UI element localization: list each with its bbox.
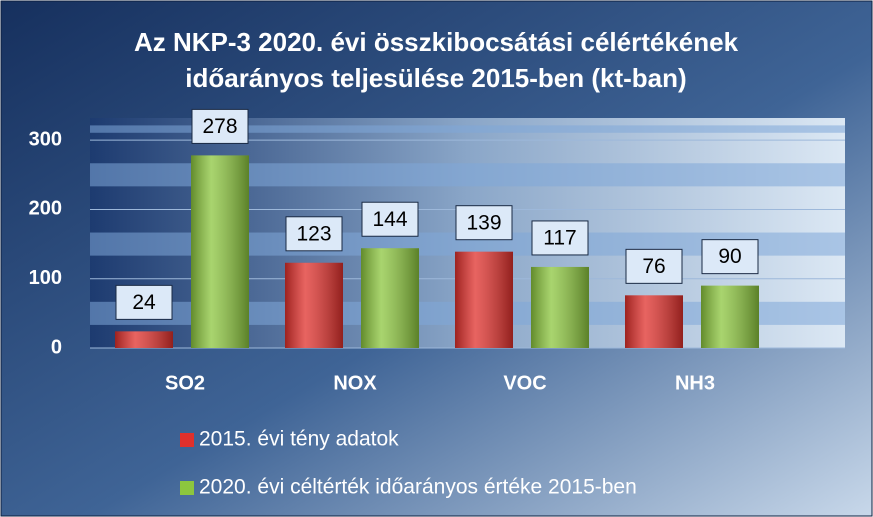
x-tick-label: NOX	[333, 372, 377, 394]
value-label: 144	[372, 208, 407, 231]
bar-shine	[455, 251, 513, 348]
value-label: 90	[718, 245, 741, 268]
legend-label: 2015. évi tény adatok	[199, 428, 399, 451]
x-tick-label: NH3	[675, 372, 715, 394]
value-label-box	[191, 108, 249, 144]
bar-shine	[115, 331, 173, 348]
value-label: 123	[296, 222, 331, 245]
value-label-box	[625, 248, 683, 284]
bar-shine	[361, 248, 419, 348]
legend-swatch	[180, 433, 194, 447]
value-label-box	[455, 205, 513, 241]
band-stripe	[90, 125, 845, 133]
legend-swatch	[180, 481, 194, 495]
y-tick-label: 100	[29, 267, 62, 289]
x-tick-label: SO2	[165, 372, 205, 394]
y-tick-label: 300	[29, 128, 62, 150]
bar-shine	[531, 266, 589, 348]
value-label-box	[361, 201, 419, 237]
value-label-box	[115, 284, 173, 320]
bar-shine	[191, 155, 249, 348]
value-label: 24	[132, 291, 156, 314]
bar-shine	[701, 285, 759, 348]
value-label-box	[701, 239, 759, 275]
value-label-box	[285, 216, 343, 252]
value-label: 117	[543, 226, 576, 249]
bar-shine	[625, 295, 683, 348]
band-stripe	[90, 163, 845, 187]
value-label: 139	[466, 211, 501, 234]
value-label-box	[531, 220, 589, 256]
legend-label: 2020. évi céltérték időarányos értéke 20…	[199, 476, 637, 499]
y-tick-label: 200	[29, 198, 62, 220]
value-label: 278	[202, 115, 237, 138]
chart-title: Az NKP-3 2020. évi összkibocsátási célér…	[133, 27, 739, 93]
y-tick-label: 0	[51, 336, 62, 358]
x-tick-label: VOC	[503, 372, 546, 394]
bar-shine	[285, 262, 343, 348]
value-label: 76	[642, 255, 665, 278]
